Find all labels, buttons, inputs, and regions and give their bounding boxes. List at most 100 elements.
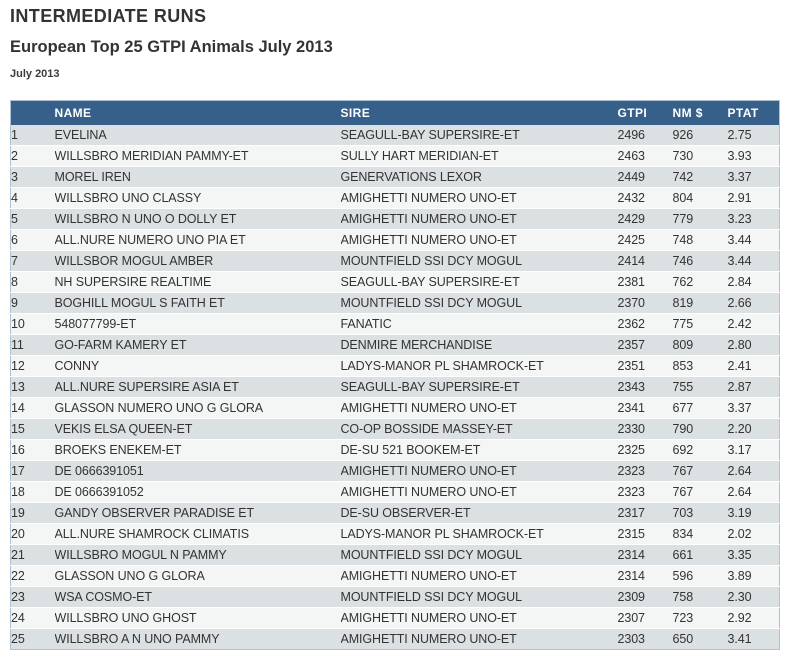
cell-sire: SULLY HART MERIDIAN-ET — [340, 145, 618, 167]
cell-sire: AMIGHETTI NUMERO UNO-ET — [340, 607, 618, 629]
cell-nm: 758 — [672, 586, 728, 608]
column-header-name: NAME — [54, 100, 341, 125]
cell-gtpi: 2449 — [617, 166, 673, 188]
cell-nm: 661 — [672, 544, 728, 566]
page-date: July 2013 — [10, 68, 60, 80]
animal-name-link[interactable]: WILLSBRO MERIDIAN PAMMY-ET — [54, 145, 341, 167]
table-row: 11 GO-FARM KAMERY ET DENMIRE MERCHANDISE… — [10, 334, 780, 356]
table-row: 2 WILLSBRO MERIDIAN PAMMY-ET SULLY HART … — [10, 145, 780, 167]
cell-nm: 775 — [672, 313, 728, 335]
table-body: 1 EVELINA SEAGULL-BAY SUPERSIRE-ET 2496 … — [10, 125, 780, 650]
cell-name: GLASSON UNO G GLORA — [54, 565, 341, 587]
cell-sire: DE-SU OBSERVER-ET — [340, 502, 618, 524]
cell-rank: 24 — [10, 607, 55, 629]
cell-rank: 22 — [10, 565, 55, 587]
cell-ptat: 3.37 — [727, 397, 780, 419]
table-row: 25 WILLSBRO A N UNO PAMMY AMIGHETTI NUME… — [10, 628, 780, 650]
cell-rank: 3 — [10, 166, 55, 188]
cell-nm: 790 — [672, 418, 728, 440]
table-row: 15 VEKIS ELSA QUEEN-ET CO-OP BOSSIDE MAS… — [10, 418, 780, 440]
cell-nm: 779 — [672, 208, 728, 230]
cell-gtpi: 2314 — [617, 565, 673, 587]
cell-name: 548077799-ET — [54, 313, 341, 335]
animal-name-link[interactable]: BROEKS ENEKEM-ET — [54, 439, 341, 461]
table-row: 21 WILLSBRO MOGUL N PAMMY MOUNTFIELD SSI… — [10, 544, 780, 566]
cell-ptat: 2.75 — [727, 125, 780, 146]
cell-nm: 703 — [672, 502, 728, 524]
table-row: 10 548077799-ET FANATIC 2362 775 2.42 — [10, 313, 780, 335]
table-row: 14 GLASSON NUMERO UNO G GLORA AMIGHETTI … — [10, 397, 780, 419]
cell-nm: 596 — [672, 565, 728, 587]
cell-sire: MOUNTFIELD SSI DCY MOGUL — [340, 586, 618, 608]
cell-gtpi: 2432 — [617, 187, 673, 209]
cell-ptat: 2.64 — [727, 481, 780, 503]
cell-rank: 7 — [10, 250, 55, 272]
cell-ptat: 3.41 — [727, 628, 780, 650]
cell-gtpi: 2317 — [617, 502, 673, 524]
cell-gtpi: 2323 — [617, 460, 673, 482]
cell-rank: 21 — [10, 544, 55, 566]
animal-name-link[interactable]: WILLSBRO N UNO O DOLLY ET — [54, 208, 341, 230]
cell-sire: AMIGHETTI NUMERO UNO-ET — [340, 460, 618, 482]
table-row: 13 ALL.NURE SUPERSIRE ASIA ET SEAGULL-BA… — [10, 376, 780, 398]
cell-rank: 17 — [10, 460, 55, 482]
cell-sire: SEAGULL-BAY SUPERSIRE-ET — [340, 376, 618, 398]
animal-name-link[interactable]: WILLSBRO UNO CLASSY — [54, 187, 341, 209]
table-row: 23 WSA COSMO-ET MOUNTFIELD SSI DCY MOGUL… — [10, 586, 780, 608]
animal-name-link[interactable]: WILLSBRO MOGUL N PAMMY — [54, 544, 341, 566]
cell-ptat: 3.19 — [727, 502, 780, 524]
cell-nm: 748 — [672, 229, 728, 251]
cell-ptat: 2.84 — [727, 271, 780, 293]
cell-name: DE 0666391051 — [54, 460, 341, 482]
cell-ptat: 2.92 — [727, 607, 780, 629]
cell-ptat: 3.37 — [727, 166, 780, 188]
cell-nm: 819 — [672, 292, 728, 314]
cell-ptat: 2.42 — [727, 313, 780, 335]
cell-name: EVELINA — [54, 125, 341, 146]
cell-rank: 13 — [10, 376, 55, 398]
cell-gtpi: 2429 — [617, 208, 673, 230]
cell-name: WSA COSMO-ET — [54, 586, 341, 608]
cell-nm: 677 — [672, 397, 728, 419]
cell-ptat: 3.89 — [727, 565, 780, 587]
cell-sire: AMIGHETTI NUMERO UNO-ET — [340, 565, 618, 587]
animal-name-link[interactable]: WILLSBRO UNO GHOST — [54, 607, 341, 629]
cell-gtpi: 2315 — [617, 523, 673, 545]
cell-nm: 767 — [672, 481, 728, 503]
cell-ptat: 3.23 — [727, 208, 780, 230]
cell-rank: 9 — [10, 292, 55, 314]
cell-nm: 834 — [672, 523, 728, 545]
cell-ptat: 3.93 — [727, 145, 780, 167]
cell-rank: 5 — [10, 208, 55, 230]
cell-ptat: 2.66 — [727, 292, 780, 314]
cell-ptat: 2.30 — [727, 586, 780, 608]
cell-gtpi: 2414 — [617, 250, 673, 272]
cell-sire: AMIGHETTI NUMERO UNO-ET — [340, 208, 618, 230]
animal-name-link[interactable]: WILLSBRO A N UNO PAMMY — [54, 628, 341, 650]
cell-sire: AMIGHETTI NUMERO UNO-ET — [340, 229, 618, 251]
cell-sire: SEAGULL-BAY SUPERSIRE-ET — [340, 271, 618, 293]
cell-name: GANDY OBSERVER PARADISE ET — [54, 502, 341, 524]
page-subtitle: European Top 25 GTPI Animals July 2013 — [10, 38, 333, 56]
cell-name: ALL.NURE NUMERO UNO PIA ET — [54, 229, 341, 251]
cell-gtpi: 2325 — [617, 439, 673, 461]
cell-sire: AMIGHETTI NUMERO UNO-ET — [340, 481, 618, 503]
cell-gtpi: 2323 — [617, 481, 673, 503]
cell-nm: 767 — [672, 460, 728, 482]
table-row: 4 WILLSBRO UNO CLASSY AMIGHETTI NUMERO U… — [10, 187, 780, 209]
cell-nm: 650 — [672, 628, 728, 650]
cell-gtpi: 2496 — [617, 125, 673, 146]
table-row: 16 BROEKS ENEKEM-ET DE-SU 521 BOOKEM-ET … — [10, 439, 780, 461]
cell-ptat: 3.35 — [727, 544, 780, 566]
cell-gtpi: 2370 — [617, 292, 673, 314]
animal-name-link[interactable]: VEKIS ELSA QUEEN-ET — [54, 418, 341, 440]
table-row: 9 BOGHILL MOGUL S FAITH ET MOUNTFIELD SS… — [10, 292, 780, 314]
cell-nm: 804 — [672, 187, 728, 209]
cell-nm: 853 — [672, 355, 728, 377]
cell-nm: 730 — [672, 145, 728, 167]
table-row: 20 ALL.NURE SHAMROCK CLIMATIS LADYS-MANO… — [10, 523, 780, 545]
animal-name-link[interactable]: NH SUPERSIRE REALTIME — [54, 271, 341, 293]
cell-rank: 4 — [10, 187, 55, 209]
cell-ptat: 3.17 — [727, 439, 780, 461]
animal-name-link[interactable]: WILLSBOR MOGUL AMBER — [54, 250, 341, 272]
